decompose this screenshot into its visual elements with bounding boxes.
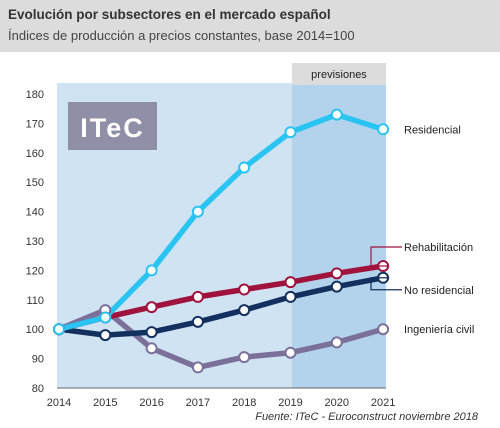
data-point-rehabilitacion: [284, 276, 297, 289]
data-point-no-residencial: [284, 290, 297, 303]
data-point-residencial: [377, 123, 390, 136]
forecast-label: previsiones: [311, 69, 367, 81]
series-line-no-residencial: [56, 275, 386, 338]
series-line-rehabilitacion: [56, 263, 386, 332]
chart-title: Evolución por subsectores en el mercado …: [8, 7, 331, 22]
y-tick-label: 120: [26, 265, 44, 277]
x-tick-label: 2018: [232, 397, 256, 409]
source-note: Fuente: ITeC - Euroconstruct noviembre 2…: [255, 411, 479, 423]
series-label-residencial: Residencial: [404, 124, 461, 136]
y-tick-label: 100: [26, 324, 44, 336]
x-tick-label: 2017: [186, 397, 210, 409]
data-point-residencial: [191, 205, 204, 218]
data-point-ingenieria-civil: [284, 346, 297, 359]
series-label-no-residencial: No residencial: [404, 285, 474, 297]
data-point-no-residencial: [330, 280, 343, 293]
data-point-rehabilitacion: [191, 290, 204, 303]
series-label-ingenieria-civil: Ingeniería civil: [404, 324, 474, 336]
data-point-no-residencial: [238, 304, 251, 317]
data-point-ingenieria-civil: [238, 351, 251, 364]
data-point-no-residencial: [145, 326, 158, 339]
x-tick-label: 2016: [139, 397, 163, 409]
y-tick-label: 180: [26, 89, 44, 101]
data-point-rehabilitacion: [330, 267, 343, 280]
logo-text: ITeC: [80, 113, 145, 143]
x-tick-label: 2015: [93, 397, 117, 409]
x-tick-label: 2021: [371, 397, 395, 409]
y-tick-label: 130: [26, 236, 44, 248]
data-point-rehabilitacion: [145, 301, 158, 314]
leader-line-no-residencial: [370, 277, 402, 291]
y-tick-label: 110: [26, 295, 44, 307]
data-point-residencial: [99, 311, 112, 324]
logo-box: [68, 102, 157, 150]
chart-subtitle: Índices de producción a precios constant…: [8, 28, 355, 43]
x-tick-label: 2014: [47, 397, 71, 409]
data-point-ingenieria-civil: [191, 361, 204, 374]
data-point-ingenieria-civil: [330, 336, 343, 349]
y-tick-label: 170: [26, 118, 44, 130]
data-point-residencial: [238, 161, 251, 174]
x-tick-label: 2019: [278, 397, 302, 409]
forecast-header: [292, 63, 386, 85]
x-tick-label: 2020: [325, 397, 349, 409]
title-band: [0, 0, 500, 52]
data-point-ingenieria-civil: [145, 342, 158, 355]
data-point-residencial: [330, 108, 343, 121]
series-line-residencial: [56, 111, 386, 332]
data-point-residencial: [145, 264, 158, 277]
y-tick-label: 90: [32, 354, 44, 366]
data-point-residencial: [284, 126, 297, 139]
y-tick-label: 80: [32, 383, 44, 395]
data-point-no-residencial: [99, 329, 112, 342]
series-label-rehabilitacion: Rehabilitación: [404, 242, 473, 254]
data-point-no-residencial: [191, 315, 204, 328]
y-tick-label: 160: [26, 148, 44, 160]
y-tick-label: 140: [26, 207, 44, 219]
leader-line-rehabilitacion: [370, 246, 402, 267]
data-point-rehabilitacion: [238, 283, 251, 296]
y-tick-label: 150: [26, 177, 44, 189]
data-point-residencial: [53, 323, 65, 336]
data-point-ingenieria-civil: [377, 323, 390, 336]
